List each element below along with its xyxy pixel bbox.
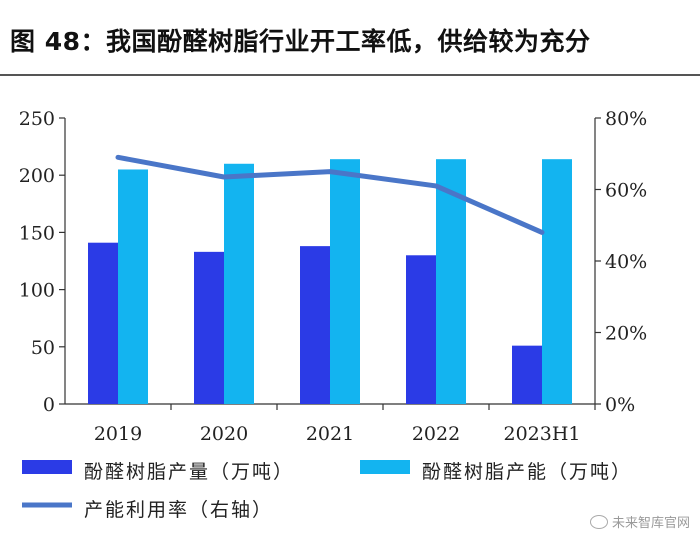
x-tick-label: 2020 — [200, 423, 248, 445]
legend-label: 产能利用率（右轴） — [84, 499, 273, 521]
y-tick-label-left: 200 — [19, 165, 55, 187]
y-tick-label-right: 80% — [605, 108, 647, 130]
y-tick-label-left: 250 — [19, 108, 55, 130]
x-tick-label: 2019 — [94, 423, 142, 445]
x-tick-label: 2022 — [412, 423, 460, 445]
legend-swatch — [22, 460, 72, 474]
title-divider — [0, 74, 700, 76]
y-tick-label-left: 150 — [19, 222, 55, 244]
y-tick-label-right: 0% — [605, 394, 635, 416]
y-tick-label-left: 100 — [19, 280, 55, 302]
x-tick-label: 2023H1 — [503, 423, 580, 445]
weibo-icon — [589, 514, 608, 529]
bar-production — [406, 255, 436, 404]
legend-swatch — [360, 460, 410, 474]
bar-capacity — [542, 159, 572, 404]
bar-production — [88, 242, 118, 404]
bar-capacity — [118, 169, 148, 404]
figure-title: 图 48：我国酚醛树脂行业开工率低，供给较为充分 — [10, 27, 591, 56]
watermark: 未来智库官网 — [589, 512, 690, 531]
y-tick-label-right: 20% — [605, 323, 647, 345]
bar-capacity — [224, 163, 254, 404]
x-tick-label: 2021 — [306, 423, 354, 445]
bar-production — [512, 345, 542, 404]
y-tick-label-left: 50 — [31, 337, 55, 359]
legend-label: 酚醛树脂产能（万吨） — [422, 461, 632, 483]
bar-capacity — [330, 159, 360, 404]
y-tick-label-right: 60% — [605, 180, 647, 202]
watermark-text: 未来智库官网 — [611, 516, 690, 531]
y-tick-label-left: 0 — [43, 394, 55, 416]
bar-production — [300, 246, 330, 404]
bar-production — [194, 251, 224, 404]
legend-label: 酚醛树脂产量（万吨） — [84, 461, 294, 483]
y-tick-label-right: 40% — [605, 251, 647, 273]
bar-capacity — [436, 159, 466, 404]
